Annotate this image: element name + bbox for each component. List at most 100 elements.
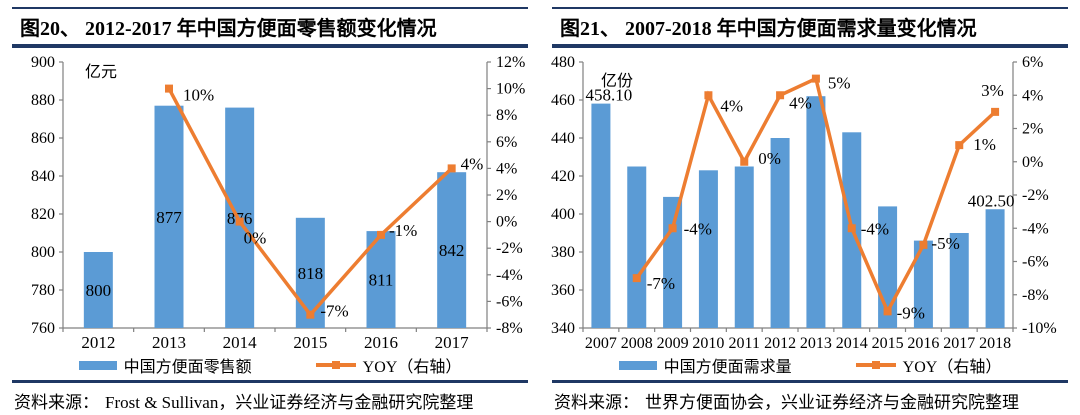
bar-value-label: 458.10	[586, 86, 633, 105]
bar-2010	[698, 170, 718, 328]
source-note-retail: 资料来源： Frost & Sullivan，兴业证券经济与金融研究院整理	[12, 380, 528, 413]
yoy-point-label: -7%	[320, 302, 348, 321]
x-axis-label: 2014	[223, 333, 258, 352]
retail-sales-chart: 760 780 800 820 840 860 880 900 -8% -6% -4% -2% 0% 2%…	[31, 54, 525, 352]
source-text: 世界方便面协会，兴业证券经济与金融研究院整理	[645, 393, 1019, 412]
bar-2007	[591, 103, 611, 328]
yoy-point-label: -4%	[684, 219, 712, 238]
yoy-marker	[955, 141, 964, 150]
demand-chart: 340 360 380 400 420 440 460 480 -10% -8% -6% -4% -2%…	[551, 54, 1057, 352]
x-axis-label: 2014	[836, 335, 868, 352]
left-axis-tick-label: 780	[31, 282, 55, 299]
bar-2013	[806, 96, 826, 328]
axes	[59, 61, 491, 332]
legend-entry-bars: 中国方便面需求量	[618, 353, 792, 377]
yoy-point-label: 4%	[720, 96, 743, 115]
line-series-swatch	[855, 361, 896, 369]
yoy-point-label: 4%	[789, 93, 812, 112]
source-label: 资料来源：	[554, 393, 639, 412]
yoy-point-label: -4%	[861, 219, 889, 238]
right-axis-tick-label: 4%	[1022, 87, 1043, 104]
left-axis-tick-label: 880	[31, 92, 55, 109]
x-axis-label: 2015	[872, 335, 904, 352]
axis-unit-label: 亿元	[85, 63, 117, 81]
yoy-marker	[811, 74, 820, 83]
x-axis-label: 2016	[364, 333, 398, 352]
bar-2017	[949, 233, 969, 328]
legend-label-bars: 中国方便面零售额	[123, 359, 252, 376]
yoy-marker	[235, 217, 244, 226]
left-axis-tick-label: 480	[551, 54, 575, 71]
axes	[579, 61, 1017, 332]
x-axis-label: 2008	[621, 335, 653, 352]
left-axis-tick-label: 460	[551, 92, 575, 109]
left-axis-tick-label: 760	[31, 320, 55, 337]
axis-unit-label: 亿份	[601, 72, 633, 90]
yoy-point-label: 4%	[461, 154, 484, 173]
yoy-point-label: -1%	[389, 221, 417, 240]
right-axis-tick-label: -10%	[1022, 320, 1057, 337]
right-axis-tick-label: -6%	[496, 293, 523, 310]
bar-2015	[295, 217, 325, 328]
bar-2016	[913, 240, 933, 328]
bar-2012	[770, 138, 790, 328]
yoy-marker	[704, 91, 713, 100]
x-axis-label: 2013	[152, 333, 186, 352]
right-axis-tick-label: 8%	[496, 107, 517, 124]
x-axis-label: 2010	[692, 335, 724, 352]
bar-value-label: 811	[369, 271, 394, 290]
legend-retail: 中国方便面零售额 YOY（右轴）	[0, 354, 540, 376]
left-axis-tick-label: 840	[31, 168, 55, 185]
yoy-marker	[883, 307, 892, 316]
yoy-marker	[377, 230, 385, 239]
right-axis-tick-label: -6%	[1022, 254, 1049, 271]
bar-2011	[734, 166, 754, 328]
yoy-marker	[165, 84, 173, 93]
legend-label-bars: 中国方便面需求量	[663, 359, 792, 376]
legend-entry-bars: 中国方便面零售额	[78, 353, 252, 377]
yoy-point-label: 10%	[183, 86, 214, 105]
left-axis-tick-label: 800	[31, 244, 55, 261]
yoy-marker	[740, 157, 749, 166]
yoy-marker	[668, 224, 677, 233]
left-axis-tick-label: 380	[551, 244, 575, 261]
right-axis-tick-label: -4%	[496, 267, 523, 284]
left-axis-tick-label: 900	[31, 54, 55, 71]
bar-2018	[985, 209, 1005, 328]
x-axis-label: 2013	[800, 335, 832, 352]
x-axis-label: 2017	[943, 335, 975, 352]
source-label: 资料来源：	[14, 393, 99, 412]
x-axis-label: 2012	[764, 335, 796, 352]
x-axis-label: 2018	[979, 335, 1011, 352]
bar-2009	[663, 196, 683, 328]
right-axis-tick-label: 2%	[1022, 121, 1043, 138]
yoy-point-label: -9%	[897, 303, 925, 322]
legend-label-yoy: YOY（右轴）	[362, 359, 462, 376]
panel-retail-sales: 图20、 2012-2017 年中国方便面零售额变化情况 760 780 800 82…	[0, 7, 540, 413]
yoy-marker	[632, 274, 641, 283]
bar-value-label: 800	[86, 281, 112, 300]
legend-entry-yoy: YOY（右轴）	[315, 353, 462, 377]
x-axis-label: 2015	[293, 333, 327, 352]
yoy-point-label: 5%	[828, 74, 851, 93]
left-axis-tick-label: 340	[551, 320, 575, 337]
right-axis-tick-label: 0%	[496, 214, 517, 231]
yoy-point-label: 1%	[973, 135, 996, 154]
yoy-point-label: 3%	[981, 81, 1004, 100]
right-axis-tick-label: 12%	[496, 54, 525, 71]
yoy-marker	[306, 310, 315, 319]
left-axis-tick-label: 440	[551, 130, 575, 147]
right-axis-tick-label: 4%	[496, 160, 517, 177]
yoy-point-label: -5%	[931, 234, 959, 253]
yoy-marker	[847, 224, 856, 233]
yoy-point-label: 0%	[758, 149, 781, 168]
x-axis-label: 2011	[729, 335, 760, 352]
left-axis-tick-label: 420	[551, 168, 575, 185]
right-axis-tick-label: -2%	[496, 240, 523, 257]
figure-title-21: 图21、 2007-2018 年中国方便面需求量变化情况	[552, 7, 1068, 48]
bar-2017	[437, 172, 467, 328]
source-text: Frost & Sullivan，兴业证券经济与金融研究院整理	[105, 393, 474, 412]
left-axis-tick-label: 400	[551, 206, 575, 223]
x-axis-label: 2012	[81, 333, 115, 352]
